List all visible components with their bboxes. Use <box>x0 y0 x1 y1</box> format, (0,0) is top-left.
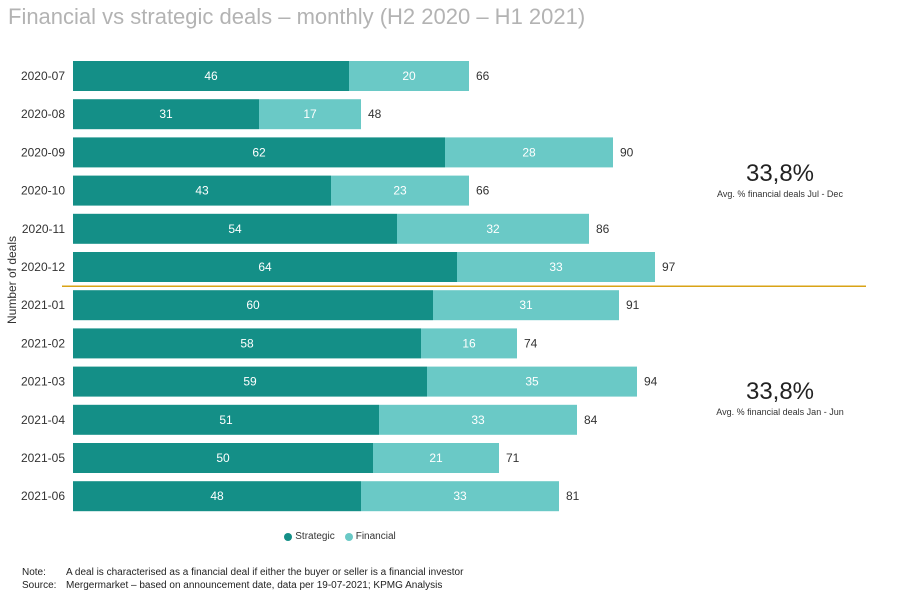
chart-legend: Strategic Financial <box>0 531 680 542</box>
bar-strategic <box>73 137 445 168</box>
bar-total-label: 84 <box>584 413 598 427</box>
bar-value-label-strategic: 31 <box>159 107 173 121</box>
bar-financial <box>331 175 469 206</box>
bar-value-label-financial: 33 <box>471 413 485 427</box>
avg-value-h2: 33,8% <box>745 160 815 187</box>
footnotes: Note: A deal is characterised as a finan… <box>22 566 463 592</box>
category-tick-label: 2021-05 <box>21 451 65 465</box>
bar-strategic <box>73 213 397 244</box>
category-tick-label: 2021-02 <box>21 336 65 350</box>
legend-item-strategic: Strategic <box>284 531 335 542</box>
bar-strategic <box>73 366 427 397</box>
bar-financial <box>379 404 577 435</box>
note-key: Note: <box>22 567 46 578</box>
bar-value-label-financial: 35 <box>525 375 539 389</box>
note-row: Note: A deal is characterised as a finan… <box>22 566 463 579</box>
legend-dot-financial <box>344 532 353 541</box>
category-tick-label: 2021-04 <box>21 413 65 427</box>
bar-value-label-strategic: 54 <box>228 222 242 236</box>
bar-total-label: 48 <box>368 107 382 121</box>
bar-strategic <box>73 290 433 321</box>
category-tick-label: 2020-12 <box>21 260 65 274</box>
bar-financial <box>427 366 637 397</box>
bar-value-label-strategic: 46 <box>204 69 218 83</box>
category-tick-label: 2021-03 <box>21 375 65 389</box>
bar-value-label-strategic: 48 <box>210 489 224 503</box>
bar-total-label: 86 <box>596 222 610 236</box>
bar-total-label: 66 <box>476 69 490 83</box>
bar-value-label-financial: 33 <box>549 260 563 274</box>
bar-value-label-financial: 23 <box>393 184 407 198</box>
bar-value-label-strategic: 58 <box>240 336 254 350</box>
bar-total-label: 97 <box>662 260 676 274</box>
category-tick-label: 2020-09 <box>21 145 65 159</box>
bar-financial <box>397 213 589 244</box>
bar-value-label-strategic: 60 <box>246 298 260 312</box>
bar-value-label-strategic: 43 <box>195 184 209 198</box>
bar-financial <box>361 481 559 512</box>
avg-caption-h1: Avg. % financial deals Jan - Jun <box>716 407 844 417</box>
bar-value-label-financial: 20 <box>402 69 416 83</box>
chart-title: Financial vs strategic deals – monthly (… <box>8 4 586 29</box>
bar-financial <box>373 443 499 473</box>
bar-value-label-strategic: 50 <box>216 451 230 465</box>
avg-annotation-h2: 33,8% Avg. % financial deals Jul - Dec <box>700 160 860 200</box>
bar-strategic <box>73 61 349 91</box>
bar-value-label-financial: 33 <box>453 489 467 503</box>
category-tick-label: 2020-08 <box>21 107 65 121</box>
bar-value-label-strategic: 59 <box>243 375 257 389</box>
legend-dot-strategic <box>284 532 293 541</box>
bar-financial <box>349 61 469 91</box>
source-text: Mergermarket – based on announcement dat… <box>66 580 443 591</box>
category-tick-label: 2020-10 <box>21 184 65 198</box>
category-tick-label: 2020-11 <box>22 222 65 236</box>
avg-annotation-h1: 33,8% Avg. % financial deals Jan - Jun <box>700 378 860 418</box>
bar-total-label: 71 <box>506 451 520 465</box>
avg-value-h1: 33,8% <box>745 378 815 405</box>
avg-caption-h2: Avg. % financial deals Jul - Dec <box>717 189 843 199</box>
legend-label-financial: Financial <box>355 531 396 542</box>
bar-value-label-financial: 32 <box>486 222 500 236</box>
legend-item-financial: Financial <box>344 531 396 542</box>
bar-total-label: 81 <box>566 489 580 503</box>
bar-value-label-financial: 28 <box>522 145 536 159</box>
bar-total-label: 66 <box>476 184 490 198</box>
bar-value-label-strategic: 51 <box>219 413 233 427</box>
bar-strategic <box>73 443 373 473</box>
bar-strategic <box>73 328 421 359</box>
source-row: Source: Mergermarket – based on announce… <box>22 579 463 592</box>
bar-value-label-financial: 31 <box>519 298 533 312</box>
bar-financial <box>433 290 619 321</box>
source-key: Source: <box>22 580 57 591</box>
bar-strategic <box>73 99 259 130</box>
bar-strategic <box>73 252 457 282</box>
bar-total-label: 94 <box>644 375 658 389</box>
bar-value-label-financial: 16 <box>462 336 476 350</box>
bar-financial <box>421 328 517 359</box>
bar-total-label: 91 <box>626 298 640 312</box>
bar-value-label-financial: 21 <box>429 451 443 465</box>
bar-strategic <box>73 481 361 512</box>
legend-label-strategic: Strategic <box>295 531 335 542</box>
bar-financial <box>445 137 613 168</box>
bar-financial <box>457 252 655 282</box>
category-tick-label: 2020-07 <box>21 69 65 83</box>
bar-value-label-strategic: 62 <box>252 145 266 159</box>
category-tick-label: 2021-06 <box>21 489 65 503</box>
y-axis-title: Number of deals <box>5 236 19 324</box>
bar-strategic <box>73 404 379 435</box>
note-text: A deal is characterised as a financial d… <box>66 567 464 578</box>
bar-value-label-strategic: 64 <box>258 260 272 274</box>
bar-financial <box>259 99 361 130</box>
bar-total-label: 74 <box>524 336 538 350</box>
category-tick-label: 2021-01 <box>21 298 65 312</box>
bar-total-label: 90 <box>620 145 634 159</box>
bar-value-label-financial: 17 <box>303 107 317 121</box>
bar-strategic <box>73 175 331 206</box>
